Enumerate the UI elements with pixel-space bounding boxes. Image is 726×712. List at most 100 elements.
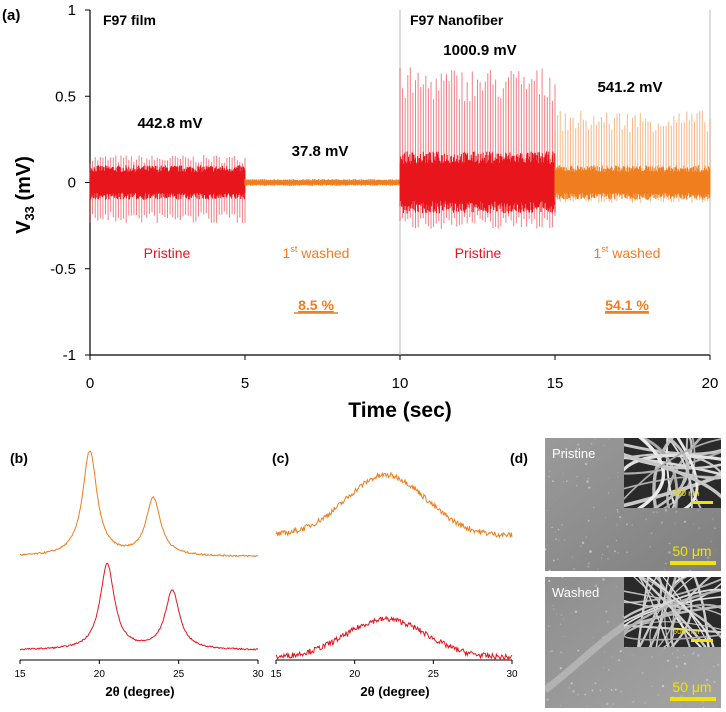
sem-speckle	[576, 476, 578, 478]
sem-speckle	[545, 578, 546, 581]
sem-speckle	[550, 650, 553, 653]
sem-speckle	[688, 547, 690, 549]
sem-speckle	[560, 613, 563, 617]
sem-speckle	[607, 558, 609, 560]
sem-speckle	[606, 545, 609, 548]
panel-c-label: (c)	[272, 450, 289, 466]
sem-speckle	[602, 444, 606, 447]
panel-b-plot: 15 20 25 30	[14, 450, 264, 680]
sem-speckle	[576, 484, 578, 487]
sem-speckle	[602, 553, 604, 556]
sem-speckle	[621, 604, 623, 607]
sem-speckle	[559, 454, 561, 457]
sem-fiber	[624, 472, 721, 508]
xrd-x-tick-label: 25	[428, 669, 440, 680]
sem-speckle	[718, 705, 721, 708]
panel-a-ticks: 0 5 10 15 20 1 0.5 0 -0.5 -1	[50, 2, 718, 392]
condition-label: 1st washed	[594, 244, 661, 261]
sem-speckle	[605, 702, 609, 706]
sem-speckle	[661, 521, 663, 524]
sem-speckle	[561, 649, 564, 653]
x-tick-label: 20	[702, 375, 719, 392]
signal-core	[554, 165, 711, 200]
sem-speckle	[571, 556, 573, 558]
sem-speckle	[546, 544, 548, 546]
sem-fiber	[639, 577, 707, 647]
sem-speckle	[717, 663, 720, 667]
sem-speckle	[599, 689, 602, 692]
sem-speckle	[563, 635, 565, 638]
sem-speckle	[675, 665, 678, 668]
x-tick-label: 15	[547, 375, 564, 392]
sem-speckle	[663, 647, 666, 649]
retention-label: 8.5 %	[298, 297, 334, 313]
sem-speckle	[560, 705, 562, 707]
y-tick-label: 0	[68, 175, 76, 192]
sem-washed-title: Washed	[552, 585, 599, 600]
sem-speckle	[651, 685, 653, 688]
sem-fiber	[624, 603, 721, 640]
sem-speckle	[680, 704, 682, 707]
xrd-curve-pristine	[275, 615, 513, 661]
sem-washed-scale-text: 50 μm	[672, 679, 711, 695]
sem-speckle	[560, 523, 564, 526]
sem-speckle	[584, 693, 587, 696]
sem-fiber	[624, 453, 721, 472]
peak-voltage-label: 541.2 mV	[597, 79, 662, 96]
xrd-x-tick-label: 15	[14, 669, 26, 680]
sem-fiber	[670, 577, 712, 647]
signal-core	[244, 179, 401, 186]
sem-speckle	[573, 648, 575, 650]
sem-speckle	[552, 607, 555, 611]
sem-speckle	[562, 618, 564, 620]
sem-speckle	[645, 518, 648, 521]
sem-speckle	[559, 667, 562, 670]
sem-speckle	[638, 507, 641, 510]
sem-fiber	[624, 624, 721, 634]
sem-speckle	[652, 678, 654, 680]
sem-speckle	[587, 519, 590, 522]
sem-speckle	[566, 480, 568, 482]
sem-speckle	[697, 548, 701, 552]
sem-speckle	[567, 504, 570, 506]
sem-speckle	[602, 578, 605, 581]
signal-spikes	[554, 110, 711, 203]
sem-fiber	[638, 577, 669, 647]
sem-speckle	[691, 653, 694, 656]
sem-speckle	[717, 656, 719, 658]
sem-speckle	[657, 694, 660, 697]
panel-c-xrd-chart: (c) 15 20 25 30 2θ (degree)	[270, 450, 518, 699]
sem-washed-inset-scale-text: 500 nm	[673, 627, 700, 636]
sem-speckle	[711, 517, 715, 521]
sem-speckle	[660, 655, 663, 658]
sem-speckle	[697, 509, 700, 512]
sem-speckle	[555, 538, 557, 540]
sem-speckle	[552, 604, 554, 607]
sem-speckle	[604, 651, 606, 653]
sem-speckle	[683, 654, 685, 657]
sem-speckle	[548, 625, 550, 627]
sem-speckle	[595, 705, 599, 708]
sem-speckle	[597, 458, 600, 460]
sem-speckle	[554, 451, 558, 454]
sem-speckle	[683, 520, 686, 523]
sem-speckle	[607, 492, 610, 494]
sem-speckle	[605, 610, 608, 613]
sem-speckle	[655, 511, 658, 513]
panel-c-plot: 15 20 25 30	[270, 471, 518, 680]
sem-speckle	[666, 659, 670, 662]
sem-speckle	[561, 472, 564, 475]
sem-pristine-inset-scale-text: 500 nm	[673, 489, 700, 498]
condition-label: Pristine	[144, 245, 191, 261]
sem-speckle	[587, 477, 590, 480]
sem-fiber	[624, 588, 721, 634]
panel-a-label: (a)	[2, 7, 20, 24]
panel-d-sem-images: (d) Pristine 500 nm 50 μm	[510, 438, 721, 708]
sem-speckle	[643, 702, 646, 704]
sem-washed-inset-fibers	[624, 577, 721, 647]
signal-core	[399, 151, 556, 214]
sem-speckle	[618, 659, 621, 662]
sem-speckle	[619, 650, 622, 653]
sem-pristine-title: Pristine	[552, 446, 595, 461]
sem-fiber	[624, 588, 721, 623]
